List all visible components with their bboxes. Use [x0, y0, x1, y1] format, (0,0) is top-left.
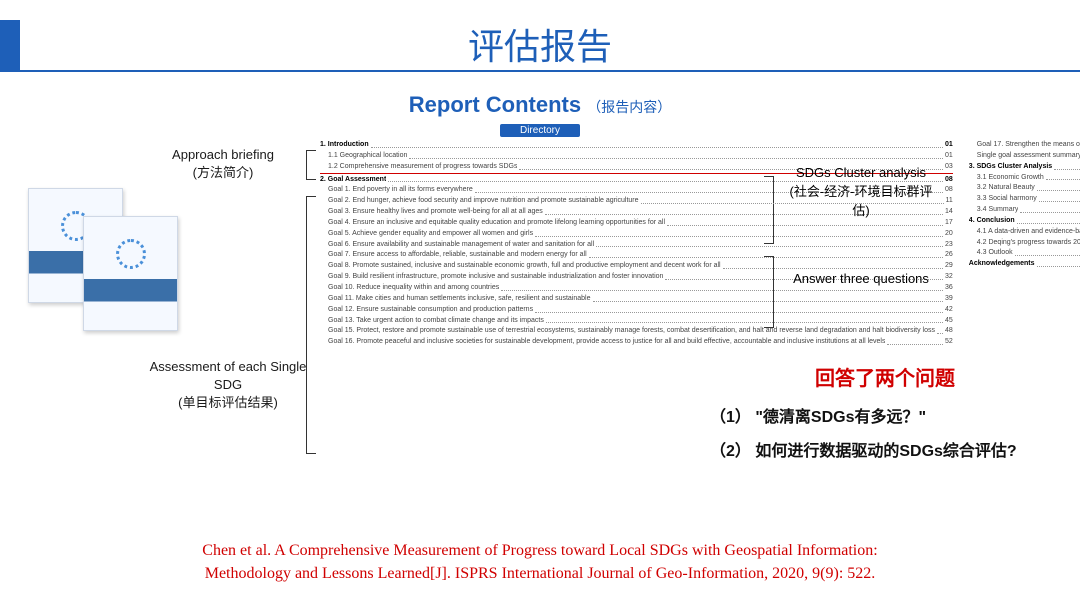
label-cluster: SDGs Cluster analysis (社会-经济-环境目标群评估) — [786, 164, 936, 221]
toc-dots — [1037, 180, 1080, 191]
toc-page: 48 — [945, 326, 953, 337]
label-assessment: Assessment of each Single SDG (单目标评估结果) — [148, 358, 308, 413]
questions-title: 回答了两个问题 — [710, 362, 1060, 391]
subtitle-cn: （报告内容） — [587, 99, 671, 115]
toc-page: 36 — [945, 283, 953, 294]
main-area: Approach briefing (方法简介) Assessment of e… — [0, 128, 1080, 498]
toc-page: 14 — [945, 207, 953, 218]
toc-row: Goal 17. Strengthen the means of impleme… — [969, 140, 1080, 151]
toc-dots — [887, 334, 943, 345]
toc-col-right: Goal 17. Strengthen the means of impleme… — [969, 140, 1080, 348]
subtitle: Report Contents （报告内容） — [0, 92, 1080, 118]
toc-dots — [1039, 191, 1080, 202]
toc-text: Goal 8. Promote sustained, inclusive and… — [320, 261, 721, 272]
slide-title: 评估报告 — [0, 0, 1080, 70]
toc-text: Goal 15. Protect, restore and promote su… — [320, 326, 935, 337]
toc-dots — [589, 247, 943, 258]
toc-page: 20 — [945, 229, 953, 240]
toc-text: 3. SDGs Cluster Analysis — [969, 162, 1052, 173]
toc-dots — [593, 291, 943, 302]
toc-page: 01 — [945, 140, 953, 151]
toc-dots — [1017, 213, 1080, 224]
toc: 1. Introduction011.1 Geographical locati… — [320, 140, 760, 348]
toc-text: Goal 10. Reduce inequality within and am… — [320, 283, 499, 294]
toc-dots — [937, 323, 943, 334]
label-approach-en: Approach briefing — [172, 147, 274, 162]
toc-dots — [1015, 245, 1080, 256]
label-assessment-cn: (单目标评估结果) — [178, 395, 278, 410]
toc-page: 08 — [945, 175, 953, 186]
toc-page: 52 — [945, 337, 953, 348]
toc-text: Goal 12. Ensure sustainable consumption … — [320, 305, 533, 316]
toc-page: 08 — [945, 185, 953, 196]
toc-row: 4. Conclusion74 — [969, 216, 1080, 227]
divider — [0, 70, 1080, 72]
toc-dots — [1020, 202, 1080, 213]
toc-text: 3.1 Economic Growth — [969, 173, 1044, 184]
toc-page: 03 — [945, 162, 953, 173]
toc-text: Goal 7. Ensure access to affordable, rel… — [320, 250, 587, 261]
toc-dots — [1054, 159, 1080, 170]
toc-row: 4.1 A data-driven and evidence-based app… — [969, 227, 1080, 238]
toc-page: 42 — [945, 305, 953, 316]
label-assessment-en: Assessment of each Single SDG — [150, 359, 307, 392]
toc-dots — [409, 148, 943, 159]
cover-2 — [83, 216, 178, 331]
toc-dots — [371, 137, 943, 148]
toc-page: 39 — [945, 294, 953, 305]
citation-line-1: Chen et al. A Comprehensive Measurement … — [202, 542, 877, 559]
toc-row: Acknowledgements78 — [969, 259, 1080, 270]
citation-line-2: Methodology and Lessons Learned[J]. ISPR… — [205, 565, 876, 582]
toc-text: 4.3 Outlook — [969, 248, 1013, 259]
toc-page: 26 — [945, 250, 953, 261]
toc-text: 1. Introduction — [320, 140, 369, 151]
toc-page: 23 — [945, 240, 953, 251]
questions-block: 回答了两个问题 （1） "德清离SDGs有多远？" （2） 如何进行数据驱动的S… — [710, 362, 1060, 471]
citation: Chen et al. A Comprehensive Measurement … — [0, 539, 1080, 585]
toc-text: 2. Goal Assessment — [320, 175, 386, 186]
toc-text: 4.1 A data-driven and evidence-based app… — [969, 227, 1080, 238]
toc-text: 3.2 Natural Beauty — [969, 183, 1035, 194]
toc-text: Goal 3. Ensure healthy lives and promote… — [320, 207, 543, 218]
subtitle-en: Report Contents — [409, 92, 581, 117]
toc-text: Goal 5. Achieve gender equality and empo… — [320, 229, 533, 240]
toc-text: Goal 6. Ensure availability and sustaina… — [320, 240, 594, 251]
toc-dots — [1046, 170, 1080, 181]
question-2: （2） 如何进行数据驱动的SDGs综合评估? — [710, 437, 1060, 461]
bracket-approach — [306, 150, 316, 180]
label-answer-en: Answer three questions — [793, 271, 929, 286]
toc-page: 32 — [945, 272, 953, 283]
label-answer: Answer three questions — [786, 270, 936, 289]
toc-dots — [535, 302, 943, 313]
toc-page: 11 — [946, 196, 953, 207]
toc-page: 45 — [945, 316, 953, 327]
toc-text: Goal 13. Take urgent action to combat cl… — [320, 316, 544, 327]
toc-text: 1.1 Geographical location — [320, 151, 407, 162]
toc-text: Goal 17. Strengthen the means of impleme… — [969, 140, 1080, 151]
toc-row: Goal 16. Promote peaceful and inclusive … — [320, 337, 953, 348]
toc-text: Goal 16. Promote peaceful and inclusive … — [320, 337, 885, 348]
accent-bar — [0, 20, 20, 70]
toc-page: 17 — [945, 218, 953, 229]
toc-text: 3.4 Summary — [969, 205, 1019, 216]
report-covers — [28, 188, 168, 328]
toc-page: 29 — [945, 261, 953, 272]
toc-page: 01 — [945, 151, 953, 162]
toc-row: Goal 13. Take urgent action to combat cl… — [320, 316, 953, 327]
toc-dots — [1037, 256, 1080, 267]
toc-dots — [546, 313, 943, 324]
label-cluster-en: SDGs Cluster analysis — [796, 165, 926, 180]
question-1: （1） "德清离SDGs有多远？" — [710, 403, 1060, 427]
toc-text: 4. Conclusion — [969, 216, 1015, 227]
toc-dots — [535, 226, 943, 237]
label-cluster-cn: (社会-经济-环境目标群评估) — [790, 184, 933, 218]
toc-row: Goal 15. Protect, restore and promote su… — [320, 326, 953, 337]
label-approach-cn: (方法简介) — [193, 165, 254, 180]
toc-dots — [723, 258, 943, 269]
bracket-assess — [306, 196, 316, 454]
toc-text: Acknowledgements — [969, 259, 1035, 270]
toc-dots — [596, 237, 943, 248]
toc-text: Goal 1. End poverty in all its forms eve… — [320, 185, 473, 196]
label-approach: Approach briefing (方法简介) — [148, 146, 298, 182]
